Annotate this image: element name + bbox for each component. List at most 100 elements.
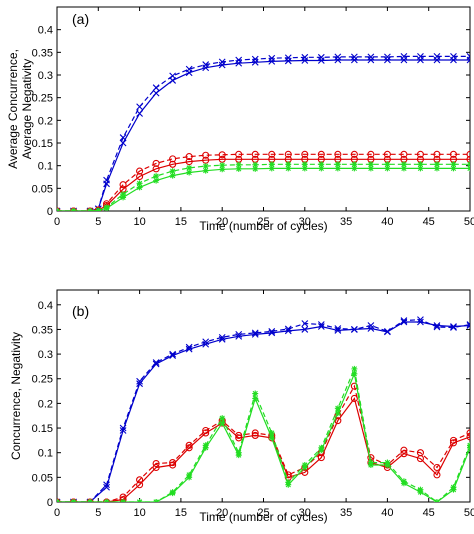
data-point	[95, 207, 102, 211]
data-point	[152, 463, 160, 472]
data-point	[367, 53, 375, 61]
data-point	[169, 459, 177, 467]
data-point	[103, 204, 110, 211]
data-point	[467, 442, 470, 449]
data-point	[383, 150, 391, 158]
series-line	[57, 384, 470, 502]
data-point	[119, 427, 127, 434]
data-point	[235, 161, 242, 168]
y-tick-label: 0.05	[32, 472, 53, 484]
data-point	[334, 405, 341, 412]
data-point	[367, 161, 374, 168]
data-point	[202, 442, 209, 449]
x-tick-label: 45	[423, 507, 435, 519]
data-point	[136, 476, 144, 484]
data-point	[367, 459, 374, 466]
data-point	[285, 479, 292, 486]
data-point	[251, 55, 259, 63]
y-tick-label: 0.25	[32, 93, 53, 105]
y-tick-label: 0.15	[32, 423, 53, 435]
data-point	[136, 377, 143, 385]
y-tick-label: 0.3	[38, 349, 53, 361]
series-1	[57, 316, 470, 502]
data-point	[284, 150, 292, 158]
y-tick-label: 0.1	[38, 448, 53, 460]
data-point	[57, 499, 60, 502]
data-point	[351, 161, 358, 168]
data-point	[136, 180, 143, 187]
data-point	[301, 53, 309, 61]
data-point	[186, 471, 193, 478]
series-5	[57, 161, 470, 211]
data-point	[400, 317, 408, 324]
data-point	[103, 499, 110, 502]
data-point	[235, 165, 242, 172]
x-tick-label: 45	[423, 216, 435, 228]
data-point	[351, 370, 358, 377]
panel-label: (a)	[72, 11, 89, 27]
data-point	[301, 150, 309, 158]
data-point	[252, 390, 259, 397]
y-tick-label: 0.35	[32, 324, 53, 336]
data-point	[136, 499, 143, 502]
data-point	[317, 454, 325, 462]
data-point	[350, 150, 358, 158]
y-tick-label: 0.3	[38, 70, 53, 82]
data-point	[251, 150, 259, 158]
data-point	[285, 161, 292, 168]
data-point	[87, 499, 94, 502]
data-point	[334, 325, 342, 332]
data-point	[136, 167, 144, 175]
data-point	[202, 426, 210, 435]
series-line	[57, 318, 470, 502]
panel-a: 0 5 10 15 20 25 30 35 40 45 50 0 0.05 0.1 0.15 0.2 0.25 0…	[6, 6, 474, 233]
data-point	[202, 151, 210, 159]
y-tick-label: 0.2	[38, 398, 53, 410]
x-tick-label: 25	[257, 507, 269, 519]
y-tick-label: 0	[47, 497, 53, 509]
panel-label: (b)	[72, 303, 89, 319]
data-point	[219, 415, 226, 422]
x-tick-label: 5	[95, 507, 101, 519]
data-point	[450, 323, 457, 330]
data-point	[433, 499, 440, 502]
data-point	[268, 165, 275, 172]
data-point	[136, 184, 143, 191]
data-point	[367, 56, 375, 64]
data-point	[433, 165, 440, 172]
data-point	[400, 161, 407, 168]
data-point	[318, 444, 325, 451]
data-point	[350, 53, 358, 61]
data-point	[367, 150, 375, 158]
x-tick-label: 30	[299, 507, 311, 519]
data-point	[219, 162, 226, 169]
data-point	[416, 150, 424, 158]
data-point	[70, 499, 77, 502]
data-point	[268, 58, 276, 65]
data-point	[252, 161, 259, 168]
data-point	[235, 431, 243, 439]
data-point	[153, 177, 160, 184]
data-point	[301, 161, 308, 168]
data-point	[152, 84, 160, 92]
data-point	[153, 173, 160, 180]
x-tick-label: 10	[133, 216, 145, 228]
data-point	[268, 328, 276, 335]
data-point	[152, 459, 160, 468]
x-tick-label: 10	[133, 507, 145, 519]
data-point	[235, 330, 243, 338]
data-point	[235, 449, 242, 456]
data-point	[235, 56, 243, 64]
data-point	[185, 441, 193, 449]
data-point	[87, 208, 94, 211]
data-point	[466, 322, 470, 329]
series-line	[57, 167, 470, 211]
data-point	[152, 165, 160, 173]
data-point	[317, 150, 325, 158]
x-axis-label: Time (number of cycles)	[199, 219, 327, 233]
data-point	[433, 463, 441, 472]
data-point	[301, 320, 309, 327]
series-line	[57, 55, 470, 211]
series-1	[57, 53, 470, 211]
data-point	[252, 395, 259, 402]
